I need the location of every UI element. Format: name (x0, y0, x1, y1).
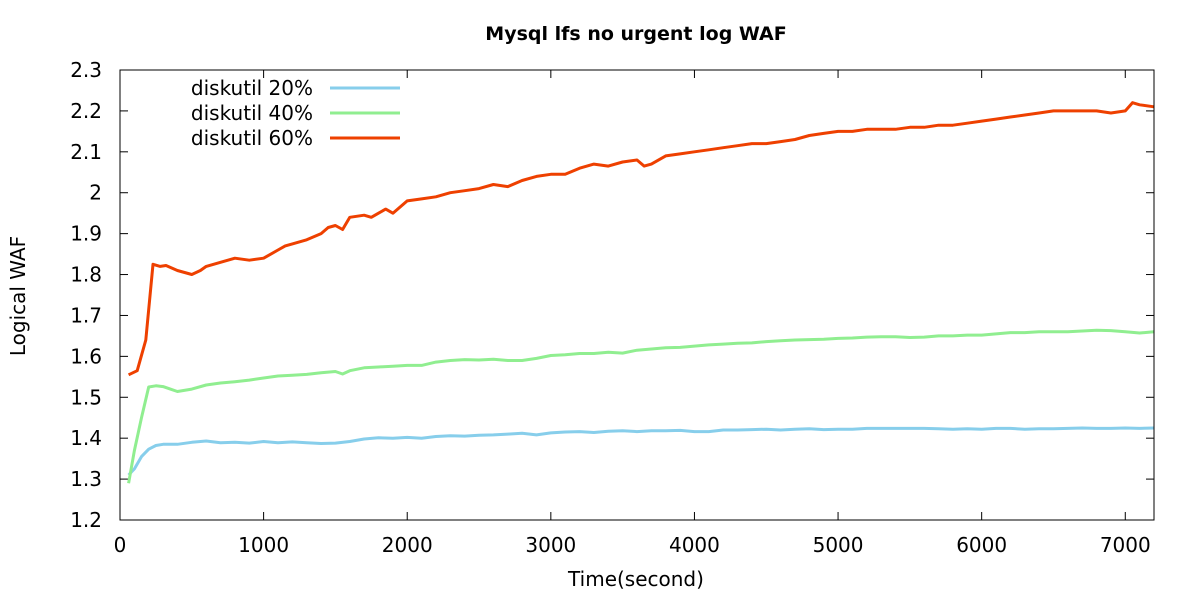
y-tick-label: 1.7 (70, 303, 102, 327)
x-tick-label: 6000 (956, 533, 1007, 557)
y-tick-label: 1.2 (70, 508, 102, 532)
legend: diskutil 20%diskutil 40%diskutil 60% (191, 76, 400, 150)
y-tick-label: 1.3 (70, 467, 102, 491)
x-tick-label: 4000 (669, 533, 720, 557)
y-tick-label: 1.4 (70, 426, 102, 450)
x-tick-label: 3000 (525, 533, 576, 557)
series-group (127, 101, 1155, 484)
y-axis-label: Logical WAF (6, 236, 30, 356)
x-tick-label: 7000 (1100, 533, 1151, 557)
x-tick-label: 5000 (813, 533, 864, 557)
y-tick-label: 2 (89, 181, 102, 205)
x-tick-label: 1000 (238, 533, 289, 557)
series-line-1 (127, 426, 1155, 477)
y-tick-label: 2.2 (70, 99, 102, 123)
legend-label: diskutil 60% (191, 126, 313, 150)
legend-label: diskutil 40% (191, 101, 313, 125)
series-line-3 (127, 101, 1155, 377)
y-tick-label: 1.5 (70, 385, 102, 409)
x-tick-label: 0 (114, 533, 127, 557)
y-tick-label: 1.8 (70, 263, 102, 287)
series-line-2 (127, 328, 1155, 484)
x-axis-label: Time(second) (567, 567, 704, 591)
y-tick-label: 2.3 (70, 58, 102, 82)
x-tick-label: 2000 (382, 533, 433, 557)
y-tick-label: 2.1 (70, 140, 102, 164)
chart-title: Mysql lfs no urgent log WAF (485, 23, 786, 45)
axis-ticks: 0 1000 2000 3000 4000 5000 6000 7000 1.2 1.3 1.4 1.… (70, 58, 1154, 557)
plot-frame (119, 69, 1155, 521)
y-tick-label: 1.6 (70, 344, 102, 368)
legend-label: diskutil 20% (191, 76, 313, 100)
y-tick-label: 1.9 (70, 222, 102, 246)
